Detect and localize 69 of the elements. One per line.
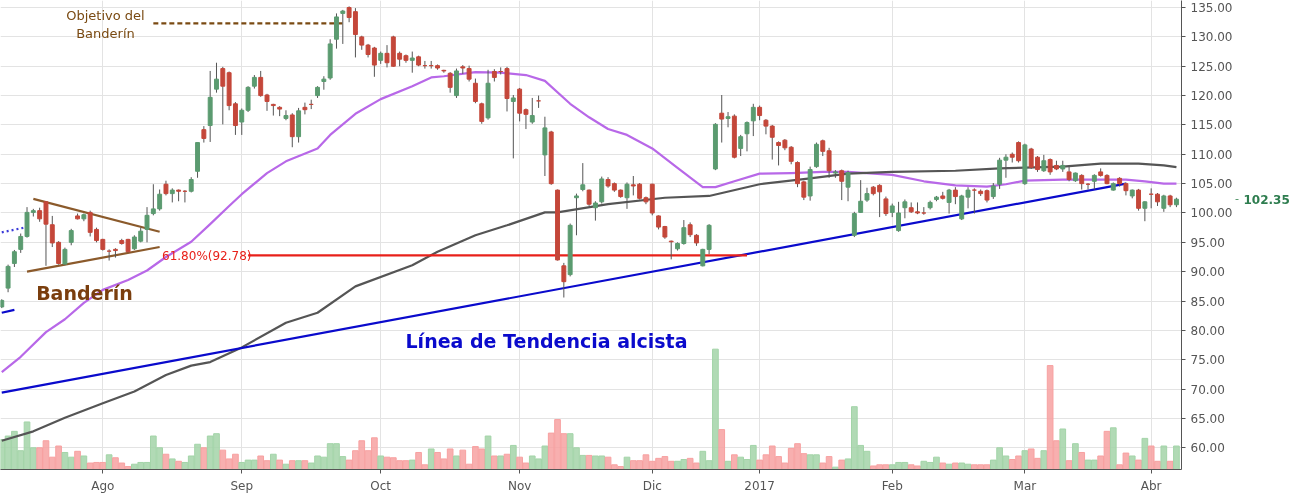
candlestick — [529, 97, 535, 125]
y-tick-label: 115.00 — [1190, 118, 1233, 133]
candlestick — [788, 145, 794, 165]
candlestick — [472, 78, 478, 104]
candlestick — [971, 187, 977, 215]
candlestick — [321, 75, 327, 91]
candlestick — [302, 102, 308, 115]
y-tick-label: 120.00 — [1190, 89, 1233, 104]
y-tick-label: 70.00 — [1190, 382, 1225, 397]
x-tick-label: Feb — [881, 478, 903, 493]
y-tick-label: 75.00 — [1190, 353, 1225, 368]
candlestick — [738, 134, 744, 157]
y-tick-label: 135.00 — [1190, 1, 1233, 16]
candlestick — [946, 188, 952, 215]
x-tick-label: Oct — [370, 478, 392, 493]
x-tick-label: Sep — [230, 478, 254, 493]
candlestick — [510, 94, 516, 159]
candlestick — [574, 193, 579, 236]
candlestick — [106, 248, 112, 262]
x-tick-label: Dic — [642, 478, 662, 493]
candlestick — [902, 198, 908, 219]
candlestick — [144, 206, 150, 243]
candlestick — [561, 262, 567, 299]
candlestick — [592, 200, 598, 222]
candlestick — [599, 176, 605, 205]
y-tick-label: 110.00 — [1190, 147, 1233, 162]
candlestick — [725, 111, 731, 128]
candlestick — [624, 181, 630, 210]
candlestick — [289, 112, 295, 148]
y-tick-label: 65.00 — [1190, 411, 1225, 426]
candlestick — [220, 66, 226, 125]
y-tick-label: 95.00 — [1190, 235, 1225, 250]
line-series — [0, 71, 1178, 374]
y-tick-label: 125.00 — [1190, 59, 1233, 74]
y-tick-label: 100.00 — [1190, 206, 1233, 221]
y-tick-label: 85.00 — [1190, 294, 1225, 309]
candlestick — [883, 196, 889, 217]
candlestick — [858, 179, 864, 214]
candlestick — [1142, 200, 1148, 222]
annotation: Línea de Tendencia alcista — [405, 329, 688, 352]
candlestick — [719, 94, 725, 144]
candlestick — [214, 62, 219, 94]
candlestick — [750, 103, 756, 137]
candlestick — [334, 12, 339, 50]
candlestick — [245, 85, 251, 113]
candlestick — [409, 51, 415, 74]
candlestick — [340, 9, 346, 45]
candlestick — [851, 211, 857, 238]
candlestick — [744, 120, 750, 152]
candlestick — [845, 170, 851, 202]
x-tick-label: Ago — [91, 478, 115, 493]
y-tick-label: 90.00 — [1190, 265, 1225, 280]
candlestick — [447, 71, 453, 94]
x-tick-label: 2017 — [744, 478, 775, 493]
candlestick — [5, 264, 11, 293]
candlestick — [283, 109, 289, 121]
y-tick-label: 130.00 — [1190, 30, 1233, 45]
annotation: Objetivo del Banderín — [66, 8, 145, 41]
candlestick — [239, 108, 245, 136]
y-tick-label: 60.00 — [1190, 441, 1225, 456]
x-tick-label: Nov — [507, 478, 532, 493]
y-tick-label: 105.00 — [1190, 177, 1233, 192]
candlestick — [814, 142, 819, 169]
text: 102.35 — [1243, 192, 1290, 207]
x-tick-label: Mar — [1013, 478, 1037, 493]
x-tick-label: Abr — [1140, 478, 1162, 493]
candlestick — [580, 162, 586, 192]
candlestick — [839, 169, 845, 201]
y-tick-label: 80.00 — [1190, 323, 1225, 338]
